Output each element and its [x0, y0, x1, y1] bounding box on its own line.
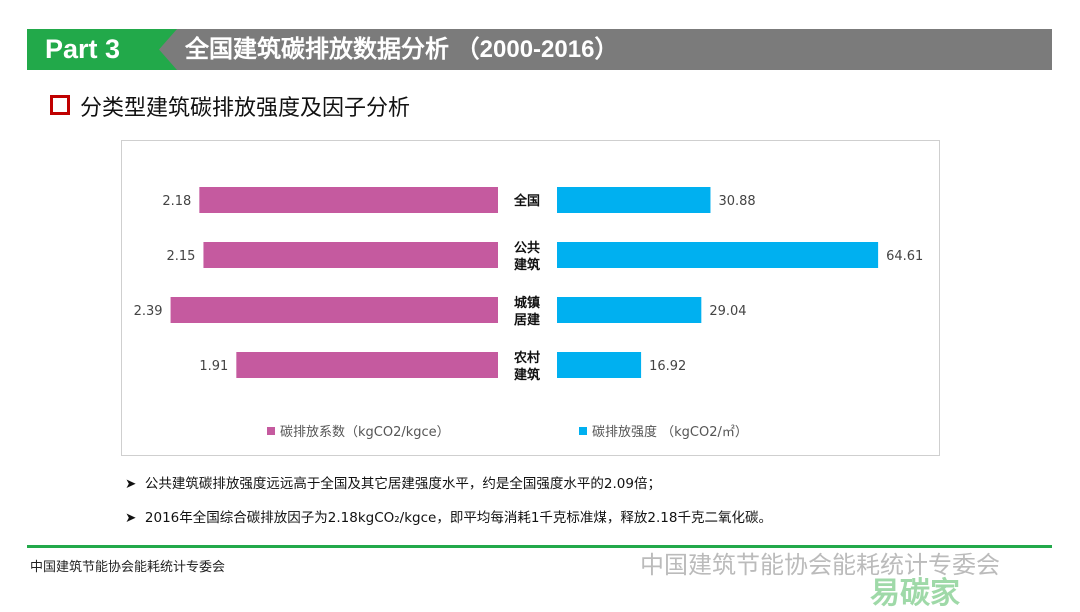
data-label-left: 2.15: [166, 249, 195, 264]
footer-text: 中国建筑节能协会能耗统计专委会: [30, 560, 226, 575]
bullet-list: ➤ 公共建筑碳排放强度远远高于全国及其它居建强度水平，约是全国强度水平的2.09…: [125, 472, 772, 540]
footer-divider: [27, 545, 1052, 548]
category-label: 公共: [514, 240, 540, 256]
category-label: 农村: [513, 350, 540, 366]
bar-coefficient: [203, 242, 498, 268]
data-label-left: 2.18: [162, 194, 191, 209]
legend-label: 碳排放强度 （kgCO2/㎡）: [592, 424, 748, 440]
header-bar: [27, 29, 1052, 70]
part-label: Part 3: [27, 29, 177, 70]
bullet-text: 公共建筑碳排放强度远远高于全国及其它居建强度水平，约是全国强度水平的2.09倍；: [144, 476, 661, 492]
section-subtitle: 分类型建筑碳排放强度及因子分析: [80, 96, 411, 121]
bullet-item: ➤ 2016年全国综合碳排放因子为2.18kgCO₂/kgce，即平均每消耗1千…: [125, 510, 772, 526]
data-label-right: 16.92: [649, 359, 686, 374]
category-label: 建筑: [514, 367, 540, 383]
legend-swatch: [267, 427, 275, 435]
data-label-right: 29.04: [709, 304, 746, 319]
category-label: 居建: [514, 312, 540, 328]
bar-coefficient: [199, 187, 498, 213]
bar-intensity: [557, 352, 642, 378]
square-bullet-icon: [50, 95, 70, 115]
watermark: 中国建筑节能协会能耗统计专委会: [640, 551, 1000, 579]
category-label: 全国: [513, 193, 540, 209]
category-label: 建筑: [514, 257, 540, 273]
watermark-logo: 易碳家: [870, 576, 960, 611]
legend-label: 碳排放系数（kgCO2/kgce）: [280, 425, 450, 440]
bar-coefficient: [236, 352, 498, 378]
data-label-left: 1.91: [199, 359, 228, 374]
bullet-item: ➤ 公共建筑碳排放强度远远高于全国及其它居建强度水平，约是全国强度水平的2.09…: [125, 476, 661, 492]
bar-coefficient: [170, 297, 498, 323]
bar-intensity: [557, 187, 711, 213]
data-label-right: 64.61: [886, 249, 923, 264]
category-label: 城镇: [514, 295, 540, 311]
bar-intensity: [557, 242, 879, 268]
data-label-right: 30.88: [718, 194, 755, 209]
data-label-left: 2.39: [134, 304, 163, 319]
legend-swatch: [579, 427, 587, 435]
chart-frame: [121, 140, 940, 456]
bar-intensity: [557, 297, 702, 323]
bullet-text: 2016年全国综合碳排放因子为2.18kgCO₂/kgce，即平均每消耗1千克标…: [144, 510, 772, 526]
header-title: 全国建筑碳排放数据分析 （2000-2016）: [185, 36, 619, 63]
